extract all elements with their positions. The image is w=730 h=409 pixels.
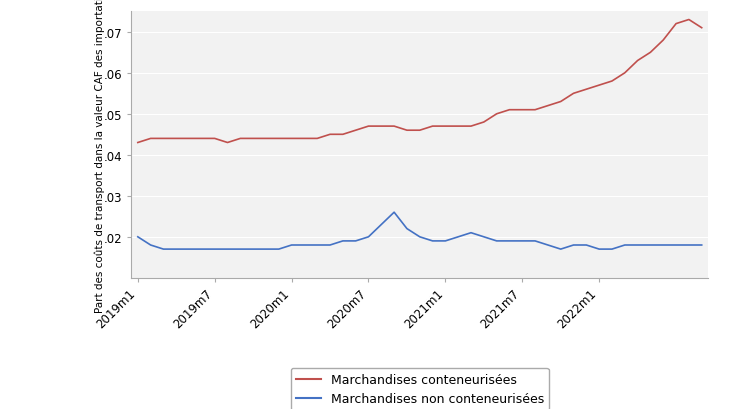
Legend: Marchandises conteneurisées, Marchandises non conteneurisées: Marchandises conteneurisées, Marchandise…: [291, 368, 549, 409]
Y-axis label: Part des coûts de transport dans la valeur CAF des importations: Part des coûts de transport dans la vale…: [94, 0, 105, 312]
